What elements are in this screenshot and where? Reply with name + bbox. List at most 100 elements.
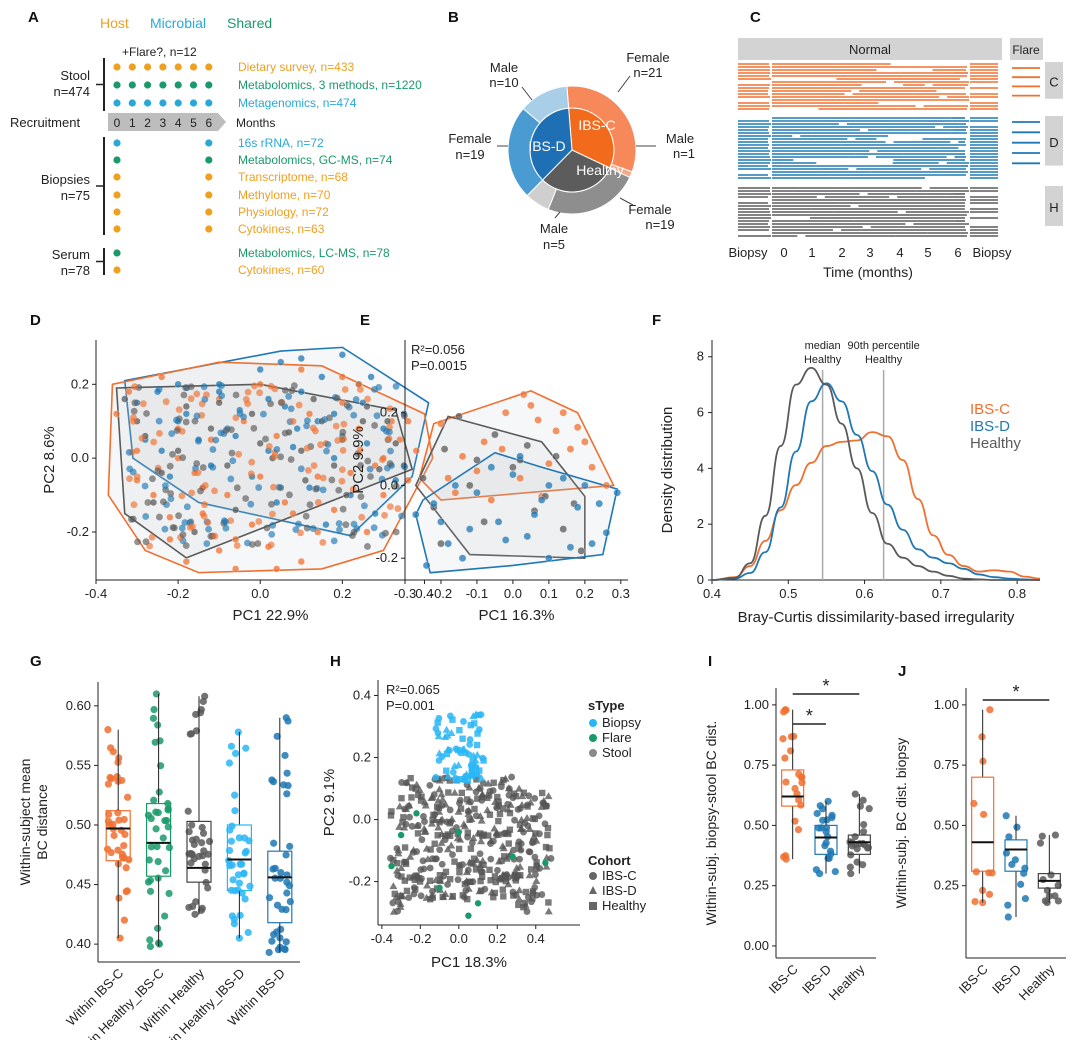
- jitter-point: [859, 828, 868, 836]
- y-tick-label: 8: [697, 349, 704, 364]
- sample-dot: [205, 225, 213, 233]
- jitter-point: [281, 751, 289, 760]
- reference-label: median: [805, 340, 841, 352]
- box-0: [105, 810, 131, 862]
- point-ibs-c: [356, 386, 364, 393]
- jitter-point: [153, 843, 161, 851]
- point-square: [457, 776, 464, 783]
- point-square: [393, 859, 401, 867]
- point-healthy: [480, 518, 488, 526]
- jitter-point: [105, 810, 113, 818]
- point-healthy: [179, 531, 187, 539]
- point-ibs-c: [358, 513, 366, 521]
- point-triangle: [406, 852, 415, 860]
- x-tick-label: 0.2: [333, 586, 351, 601]
- jitter-point: [283, 769, 291, 777]
- dataset-label: Transcriptome, n=68: [238, 170, 348, 184]
- jitter-point: [106, 744, 115, 752]
- point-ibs-d: [501, 536, 510, 544]
- jitter-point: [284, 781, 292, 790]
- category-label: IBS-C: [766, 962, 801, 997]
- jitter-point: [848, 842, 856, 850]
- point-circle: [449, 851, 456, 859]
- y-axis-label: PC2 9.1%: [321, 769, 338, 837]
- point-circle: [524, 822, 532, 830]
- point-ibs-d: [458, 554, 467, 562]
- jitter-point: [118, 853, 127, 861]
- point-triangle: [504, 784, 513, 792]
- jitter-point: [165, 889, 173, 898]
- y-tick-label: 0.55: [66, 757, 91, 772]
- months-arrow: [108, 113, 226, 131]
- point-healthy: [491, 430, 499, 439]
- point-ibs-d: [229, 457, 237, 465]
- panel-label-F: F: [652, 312, 661, 329]
- point-healthy: [207, 425, 215, 433]
- point-healthy: [577, 547, 585, 555]
- jitter-point: [1038, 832, 1046, 840]
- point-ibs-d: [218, 382, 225, 390]
- point-triangle: [471, 761, 480, 769]
- jitter-point: [192, 898, 200, 906]
- point-ibs-d: [268, 530, 276, 538]
- point-square: [455, 845, 463, 853]
- x-tick-label: 0.7: [932, 586, 950, 601]
- point-ibs-d: [430, 499, 438, 508]
- jitter-point: [104, 780, 112, 788]
- point-healthy: [166, 462, 174, 470]
- point-healthy: [262, 435, 269, 443]
- point-square: [458, 789, 466, 797]
- y-axis-label: Density distribution: [659, 407, 676, 534]
- point-triangle: [437, 790, 446, 798]
- point-circle: [466, 741, 474, 748]
- point-ibs-c: [295, 401, 303, 409]
- x-tick-label: 0.0: [504, 586, 522, 601]
- jitter-point: [115, 754, 123, 762]
- point-ibs-c: [188, 489, 196, 497]
- point-triangle: [542, 862, 551, 870]
- point-square: [497, 876, 504, 883]
- jitter-point: [231, 791, 239, 799]
- point-ibs-d: [285, 393, 293, 400]
- point-ibs-c: [178, 428, 186, 435]
- jitter-point: [104, 726, 112, 734]
- sample-dot: [113, 266, 121, 274]
- point-square: [505, 840, 512, 847]
- time-tick: 4: [896, 245, 903, 260]
- jitter-point: [240, 870, 248, 878]
- jitter-point: [122, 864, 130, 872]
- sample-dot: [174, 63, 182, 71]
- panel-label-C: C: [750, 9, 761, 26]
- y-tick-label: 0.25: [934, 878, 959, 893]
- point-ibs-c: [473, 467, 481, 475]
- legend-marker: [589, 872, 597, 880]
- sample-dot: [113, 191, 121, 199]
- month-tick: 1: [129, 116, 136, 130]
- point-ibs-d: [297, 388, 305, 396]
- point-square: [400, 814, 407, 821]
- point-healthy: [382, 529, 389, 537]
- point-circle: [410, 890, 418, 898]
- point-square: [510, 790, 518, 797]
- jitter-point: [123, 793, 132, 801]
- x-tick-label: 0.6: [856, 586, 874, 601]
- point-ibs-c: [232, 535, 240, 543]
- dataset-label: Physiology, n=72: [238, 205, 329, 219]
- point-triangle: [437, 830, 446, 838]
- jitter-point: [273, 732, 281, 740]
- point-circle: [504, 800, 512, 808]
- jitter-point: [122, 887, 130, 896]
- group-biopsies-n: n=75: [61, 188, 90, 203]
- point-square: [403, 887, 411, 895]
- point-healthy: [401, 412, 408, 420]
- point-square: [473, 776, 480, 783]
- point-circle: [494, 866, 501, 874]
- point-square: [515, 842, 522, 849]
- significance-star: *: [1012, 682, 1019, 702]
- point-healthy: [233, 484, 241, 492]
- jitter-point: [1017, 880, 1025, 888]
- point-square: [545, 899, 552, 906]
- point-ibs-c: [451, 488, 460, 497]
- point-healthy: [277, 399, 285, 406]
- point-healthy: [173, 427, 181, 434]
